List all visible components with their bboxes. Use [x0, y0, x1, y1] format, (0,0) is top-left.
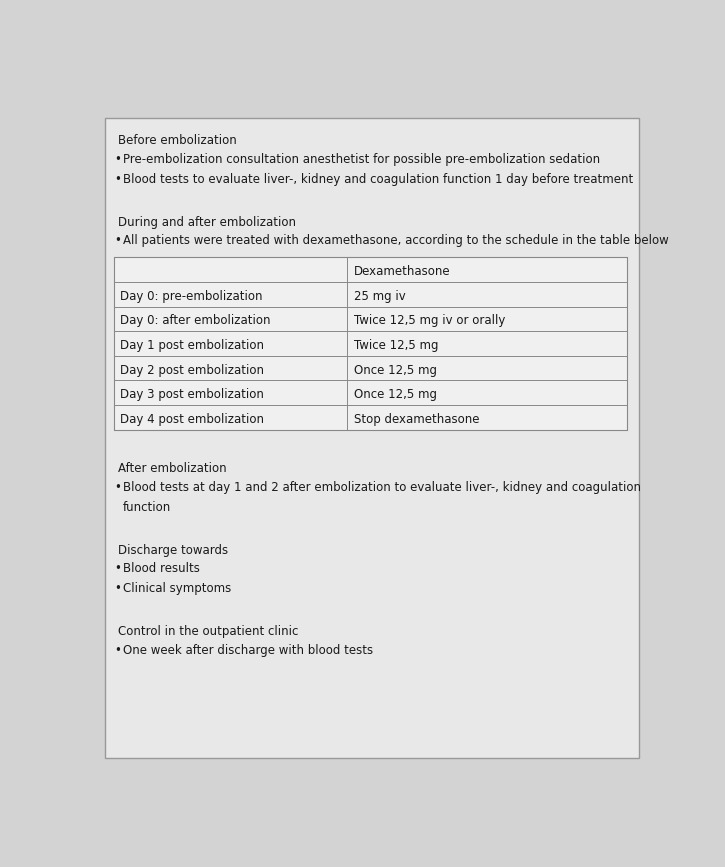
- Text: Twice 12,5 mg iv or orally: Twice 12,5 mg iv or orally: [354, 314, 505, 327]
- Text: Blood tests at day 1 and 2 after embolization to evaluate liver-, kidney and coa: Blood tests at day 1 and 2 after emboliz…: [123, 480, 641, 493]
- Text: •: •: [114, 480, 121, 493]
- Text: After embolization: After embolization: [117, 462, 226, 475]
- Text: One week after discharge with blood tests: One week after discharge with blood test…: [123, 644, 373, 657]
- Text: Pre-embolization consultation anesthetist for possible pre-embolization sedation: Pre-embolization consultation anesthetis…: [123, 153, 600, 166]
- Text: •: •: [114, 173, 121, 186]
- Text: Blood results: Blood results: [123, 562, 200, 575]
- Text: During and after embolization: During and after embolization: [117, 216, 296, 229]
- Text: Control in the outpatient clinic: Control in the outpatient clinic: [117, 625, 298, 638]
- Text: Day 3 post embolization: Day 3 post embolization: [120, 388, 264, 401]
- Text: Twice 12,5 mg: Twice 12,5 mg: [354, 339, 438, 352]
- Text: •: •: [114, 153, 121, 166]
- Text: Day 4 post embolization: Day 4 post embolization: [120, 413, 264, 426]
- Text: •: •: [114, 644, 121, 657]
- Text: Blood tests to evaluate liver-, kidney and coagulation function 1 day before tre: Blood tests to evaluate liver-, kidney a…: [123, 173, 634, 186]
- Text: •: •: [114, 583, 121, 596]
- Text: All patients were treated with dexamethasone, according to the schedule in the t: All patients were treated with dexametha…: [123, 234, 669, 247]
- Bar: [114, 257, 627, 430]
- Text: Before embolization: Before embolization: [117, 134, 236, 147]
- Text: Day 0: pre-embolization: Day 0: pre-embolization: [120, 290, 262, 303]
- Text: Discharge towards: Discharge towards: [117, 544, 228, 557]
- Text: Dexamethasone: Dexamethasone: [354, 265, 450, 278]
- Text: Clinical symptoms: Clinical symptoms: [123, 583, 231, 596]
- Text: Day 0: after embolization: Day 0: after embolization: [120, 314, 270, 327]
- Text: •: •: [114, 234, 121, 247]
- Text: Stop dexamethasone: Stop dexamethasone: [354, 413, 479, 426]
- Text: function: function: [123, 500, 171, 513]
- Text: 25 mg iv: 25 mg iv: [354, 290, 405, 303]
- Text: Once 12,5 mg: Once 12,5 mg: [354, 388, 436, 401]
- Text: Day 2 post embolization: Day 2 post embolization: [120, 363, 264, 376]
- Text: Once 12,5 mg: Once 12,5 mg: [354, 363, 436, 376]
- Text: Day 1 post embolization: Day 1 post embolization: [120, 339, 264, 352]
- Text: •: •: [114, 562, 121, 575]
